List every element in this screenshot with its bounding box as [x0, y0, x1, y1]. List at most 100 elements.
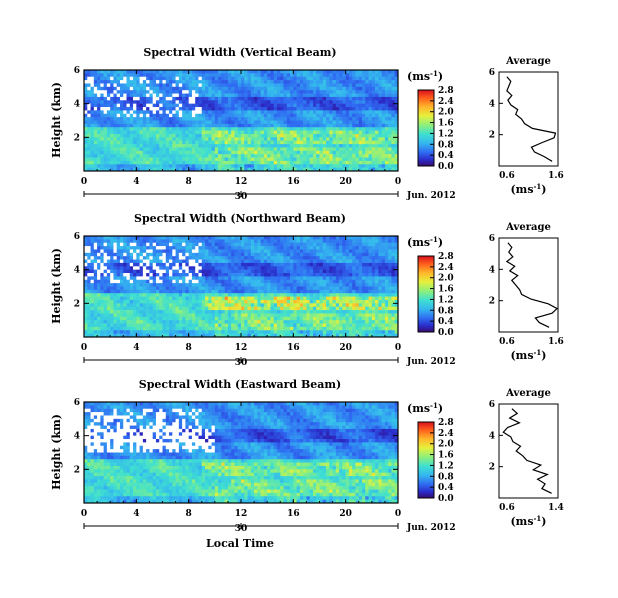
x-tick-label: 8 — [186, 343, 192, 353]
average-y-tick: 6 — [489, 234, 495, 244]
y-axis-label: Height (km) — [50, 248, 63, 324]
y-axis-label: Height (km) — [50, 82, 63, 158]
colorbar: (ms-1) 0.00.40.81.21.62.02.42.8 — [407, 235, 454, 339]
x-tick-label: 0 — [395, 177, 401, 187]
colorbar-tick-label: 0.0 — [438, 162, 454, 172]
colorbar-tick-label: 2.8 — [438, 86, 454, 96]
average-x-tick: 0.6 — [499, 337, 515, 347]
x-tick-label: 8 — [186, 509, 192, 519]
colorbar-unit: (ms-1) — [407, 69, 443, 84]
colorbar-tick-label: 0.4 — [438, 317, 454, 327]
x-tick-label: 0 — [395, 343, 401, 353]
y-tick-label: 4 — [74, 266, 80, 276]
colorbar-tick-label: 1.6 — [438, 451, 454, 461]
colorbar-tick-label: 0.4 — [438, 483, 454, 493]
panel-title: Spectral Width (Vertical Beam) — [143, 46, 336, 59]
x-tick-label: 8 — [186, 177, 192, 187]
x-tick-label: 4 — [133, 343, 139, 353]
heatmap-cells — [84, 236, 399, 338]
average-y-tick: 2 — [489, 297, 495, 307]
average-unit: (ms-1) — [510, 182, 546, 197]
colorbar-gradient — [417, 255, 435, 333]
colorbar-tick-label: 0.8 — [438, 472, 454, 482]
average-title: Average — [505, 222, 551, 233]
average-y-tick: 6 — [489, 68, 495, 78]
y-tick-label: 2 — [74, 465, 80, 475]
average-unit: (ms-1) — [510, 348, 546, 363]
x-tick-label: 20 — [339, 509, 352, 519]
average-x-tick: 1.4 — [548, 503, 564, 513]
x-tick-label: 16 — [287, 343, 300, 353]
colorbar-tick-label: 2.8 — [438, 418, 454, 428]
x-tick-label: 16 — [287, 509, 300, 519]
day-label: 30 — [235, 192, 248, 202]
colorbar-tick-label: 2.4 — [438, 263, 454, 273]
y-tick-label: 6 — [74, 232, 80, 242]
heatmap-cells — [84, 402, 399, 504]
panel-vertical-beam: Spectral Width (Vertical Beam) 0 4 8 12 16 20… — [50, 46, 564, 202]
colorbar-tick-label: 1.2 — [438, 461, 454, 471]
colorbar-tick-label: 2.4 — [438, 97, 454, 107]
colorbar-tick-label: 0.0 — [438, 494, 454, 504]
x-tick-label: 12 — [235, 343, 248, 353]
colorbar-tick-label: 2.4 — [438, 429, 454, 439]
x-tick-label: 4 — [133, 509, 139, 519]
colorbar: (ms-1) 0.00.40.81.21.62.02.42.8 — [407, 69, 454, 173]
x-axis-label-local-time: Local Time — [206, 537, 274, 550]
panel-title: Spectral Width (Northward Beam) — [134, 212, 346, 225]
colorbar-tick-label: 0.0 — [438, 328, 454, 338]
average-y-tick: 4 — [489, 99, 495, 109]
y-axis-label: Height (km) — [50, 414, 63, 490]
average-title: Average — [505, 388, 551, 399]
date-label: Jun. 2012 — [406, 357, 456, 367]
average-y-tick: 6 — [489, 400, 495, 410]
average-profile-line — [506, 76, 557, 162]
day-label: 30 — [235, 524, 248, 534]
colorbar-tick-label: 1.6 — [438, 119, 454, 129]
average-profile-plot: Average 2 4 6 0.6 1.6(ms-1) — [489, 222, 564, 362]
average-x-tick: 0.6 — [499, 171, 515, 181]
average-unit: (ms-1) — [510, 514, 546, 529]
average-title: Average — [505, 56, 551, 67]
colorbar-unit: (ms-1) — [407, 401, 443, 416]
heatmap-cells — [84, 70, 399, 172]
average-frame — [498, 403, 559, 499]
colorbar-tick-label: 2.0 — [438, 440, 454, 450]
colorbar-tick-label: 2.0 — [438, 108, 454, 118]
colorbar-gradient — [417, 421, 435, 499]
average-x-tick: 1.6 — [548, 171, 564, 181]
y-tick-label: 4 — [74, 432, 80, 442]
day-label: 30 — [235, 358, 248, 368]
x-tick-label: 0 — [81, 343, 87, 353]
y-tick-label: 2 — [74, 299, 80, 309]
colorbar-gradient — [417, 89, 435, 167]
panel-eastward-beam: Spectral Width (Eastward Beam) 0 4 8 12 16 20… — [50, 378, 564, 534]
colorbar-tick-label: 2.8 — [438, 252, 454, 262]
y-tick-label: 2 — [74, 133, 80, 143]
average-frame — [498, 71, 559, 167]
average-x-tick: 1.6 — [548, 337, 564, 347]
date-label: Jun. 2012 — [406, 523, 456, 533]
colorbar-tick-label: 0.4 — [438, 151, 454, 161]
colorbar-tick-label: 0.8 — [438, 140, 454, 150]
colorbar-tick-label: 2.0 — [438, 274, 454, 284]
average-frame — [498, 237, 559, 333]
average-x-tick: 0.6 — [499, 503, 515, 513]
x-tick-label: 0 — [81, 177, 87, 187]
x-tick-label: 20 — [339, 343, 352, 353]
average-y-tick: 4 — [489, 265, 495, 275]
average-y-tick: 2 — [489, 131, 495, 141]
panel-title: Spectral Width (Eastward Beam) — [139, 378, 341, 391]
colorbar-unit: (ms-1) — [407, 235, 443, 250]
x-tick-label: 12 — [235, 509, 248, 519]
colorbar-tick-label: 1.2 — [438, 295, 454, 305]
x-tick-label: 0 — [395, 509, 401, 519]
panel-northward-beam: Spectral Width (Northward Beam) 0 4 8 12 16 2… — [50, 212, 564, 368]
average-profile-line — [505, 242, 559, 328]
colorbar-tick-label: 0.8 — [438, 306, 454, 316]
date-label: Jun. 2012 — [406, 191, 456, 201]
average-profile-line — [502, 408, 552, 494]
